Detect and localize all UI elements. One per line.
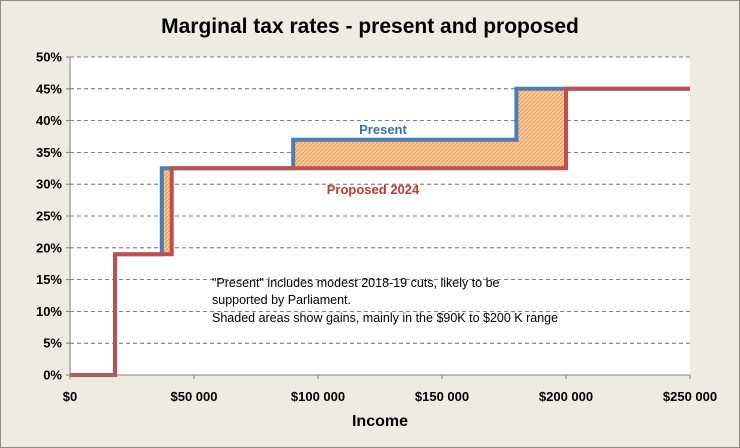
y-tick-label: 0% [43,368,62,383]
y-tick-label: 20% [36,240,62,255]
x-tick-labels: $0 $50 000 $100 000 $150 000 $200 000 $250 00… [63,389,717,404]
y-tick-label: 30% [36,177,62,192]
x-tick-label: $200 000 [539,389,593,404]
shaded-area-4 [293,139,517,169]
series-label-proposed: Proposed 2024 [327,182,420,197]
note-line-1: "Present" includes modest 2018-19 cuts, … [212,276,500,290]
x-tick-label: $0 [63,389,77,404]
x-tick-label: $150 000 [415,389,469,404]
y-tick-label: 40% [36,113,62,128]
series-lines [70,86,690,377]
series-label-present: Present [359,122,407,137]
axes [66,56,691,379]
series-line-proposed [70,86,690,377]
shaded-area-5 [516,88,566,169]
y-tick-labels: 0% 5% 10% 15% 20% 25% 30% 35% 40% 45% 50% [36,50,62,383]
y-tick-label: 5% [43,336,62,351]
y-tick-label: 50% [36,50,62,65]
shaded-gain-areas [161,88,566,255]
y-tick-label: 25% [36,209,62,224]
y-tick-label: 35% [36,145,62,160]
shaded-area-2 [161,168,172,255]
x-axis-title: Income [352,413,408,430]
y-tick-label: 45% [36,81,62,96]
y-tick-label: 15% [36,272,62,287]
x-tick-label: $250 000 [663,389,717,404]
x-tick-label: $100 000 [291,389,345,404]
chart-title: Marginal tax rates - present and propose… [161,15,579,38]
note-line-2: supported by Parliament. [212,293,351,307]
note-line-3: Shaded areas show gains, mainly in the $… [212,311,558,325]
y-tick-label: 10% [36,304,62,319]
x-tick-label: $50 000 [171,389,218,404]
